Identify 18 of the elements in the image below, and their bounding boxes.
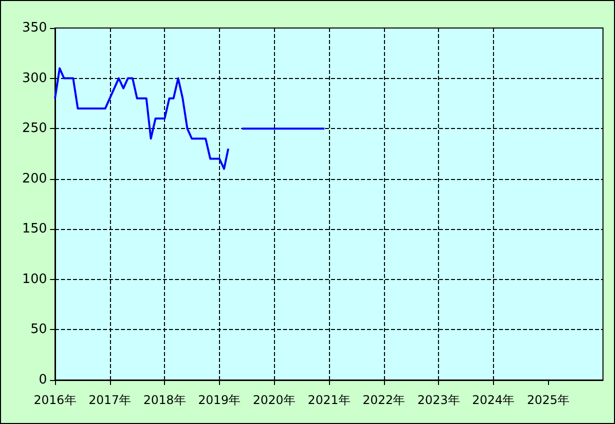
x-tick-label: 2021年	[308, 393, 350, 407]
y-tick-label: 150	[22, 222, 47, 237]
y-tick-label: 0	[38, 372, 47, 388]
x-tick-label: 2019年	[198, 393, 241, 407]
y-tick-label: 50	[30, 322, 47, 338]
x-tick-label: 2016年	[34, 393, 76, 407]
x-tick-label: 2018年	[143, 393, 186, 407]
x-tick-label: 2020年	[252, 393, 296, 407]
x-tick-label: 2017年	[88, 393, 132, 407]
x-tick-label: 2025年	[526, 393, 570, 407]
y-tick-label: 200	[22, 171, 47, 186]
x-tick-label: 2022年	[362, 393, 406, 407]
y-tick-label: 350	[22, 20, 47, 36]
y-tick-label: 300	[22, 70, 47, 86]
x-tick-label: 2024年	[472, 393, 515, 407]
y-tick-label: 100	[22, 272, 47, 287]
y-tick-label: 250	[22, 121, 47, 136]
x-tick-label: 2023年	[417, 393, 460, 407]
